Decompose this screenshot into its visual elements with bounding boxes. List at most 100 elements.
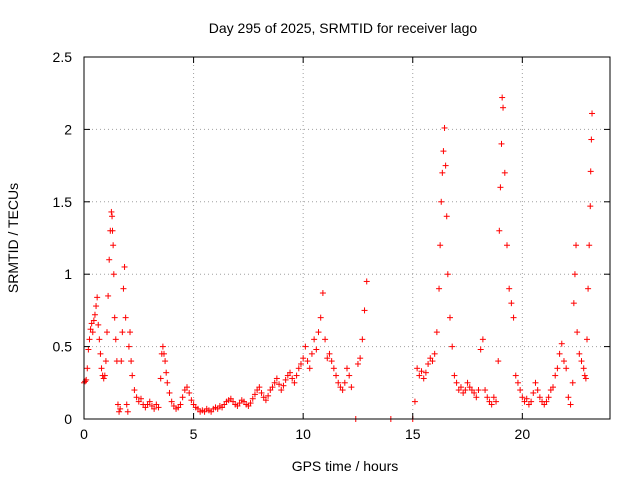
data-points: [81, 94, 596, 422]
data-point: [554, 365, 561, 372]
data-point: [341, 379, 348, 386]
data-point: [519, 394, 526, 401]
data-point: [479, 336, 486, 343]
data-point: [101, 372, 108, 379]
data-point: [514, 379, 521, 386]
data-point: [84, 365, 91, 372]
data-point: [475, 387, 482, 394]
data-point: [333, 372, 340, 379]
data-point: [354, 360, 361, 367]
data-point: [168, 398, 175, 405]
data-point: [453, 379, 460, 386]
data-point: [300, 355, 307, 362]
data-point: [576, 350, 583, 357]
y-tick-label: 2.5: [53, 49, 73, 65]
data-point: [119, 329, 126, 336]
data-point: [589, 110, 596, 117]
data-point: [131, 387, 138, 394]
data-point: [545, 394, 552, 401]
y-tick-label: 2: [64, 121, 72, 137]
data-point: [127, 329, 134, 336]
data-point: [571, 271, 578, 278]
x-tick-label: 10: [295, 426, 311, 442]
data-point: [94, 294, 101, 301]
data-point: [437, 242, 444, 249]
data-point: [278, 387, 285, 394]
data-point: [560, 358, 567, 365]
data-point: [464, 379, 471, 386]
data-point: [123, 401, 130, 408]
data-point: [289, 375, 296, 382]
data-point: [280, 382, 287, 389]
data-point: [444, 271, 451, 278]
data-point: [302, 343, 309, 350]
data-point: [499, 94, 506, 101]
data-point: [348, 384, 355, 391]
data-point: [552, 372, 559, 379]
data-point: [89, 329, 96, 336]
data-point: [265, 392, 272, 399]
data-point: [85, 346, 92, 353]
data-point: [587, 203, 594, 210]
data-point: [98, 365, 105, 372]
data-point: [162, 358, 169, 365]
data-point: [490, 394, 497, 401]
data-point: [574, 329, 581, 336]
data-point: [433, 329, 440, 336]
data-point: [297, 360, 304, 367]
data-point: [411, 398, 418, 405]
data-point: [129, 372, 136, 379]
data-point: [580, 365, 587, 372]
data-point: [273, 375, 280, 382]
data-point: [114, 401, 121, 408]
data-point: [122, 314, 129, 321]
data-point: [251, 391, 258, 398]
y-tick-label: 1: [64, 266, 72, 282]
data-point: [105, 292, 112, 299]
data-point: [503, 242, 510, 249]
data-point: [308, 350, 315, 357]
x-tick-label: 20: [515, 426, 531, 442]
data-point: [439, 169, 446, 176]
data-point: [498, 140, 505, 147]
data-point: [311, 336, 318, 343]
y-tick-label: 0.5: [53, 339, 73, 355]
data-point: [357, 355, 364, 362]
data-point: [543, 398, 550, 405]
data-point: [573, 242, 580, 249]
data-point: [95, 321, 102, 328]
data-point: [416, 372, 423, 379]
data-point: [496, 227, 503, 234]
x-tick-label: 0: [80, 426, 88, 442]
data-point: [164, 379, 171, 386]
data-point: [317, 314, 324, 321]
data-point: [91, 311, 98, 318]
data-point: [166, 389, 173, 396]
data-point: [588, 136, 595, 143]
data-point: [295, 365, 302, 372]
chart-title: Day 295 of 2025, SRMTID for receiver lag…: [209, 20, 478, 36]
x-axis-label: GPS time / hours: [292, 458, 399, 474]
data-point: [269, 384, 276, 391]
x-ticks: 0 5 10 15 20: [80, 57, 530, 442]
data-point: [335, 379, 342, 386]
data-point: [121, 263, 128, 270]
data-point: [146, 398, 153, 405]
data-point: [155, 404, 162, 411]
data-point: [258, 389, 265, 396]
data-point: [442, 162, 449, 169]
grid-lines: [84, 57, 610, 419]
data-point: [422, 369, 429, 376]
data-point: [106, 256, 113, 263]
data-point: [443, 213, 450, 220]
data-point: [326, 350, 333, 357]
data-point: [110, 242, 117, 249]
data-point: [570, 300, 577, 307]
data-point: [137, 395, 144, 402]
data-point: [293, 372, 300, 379]
data-point: [116, 408, 123, 415]
data-point: [581, 372, 588, 379]
data-point: [313, 346, 320, 353]
data-point: [441, 124, 448, 131]
data-point: [112, 336, 119, 343]
